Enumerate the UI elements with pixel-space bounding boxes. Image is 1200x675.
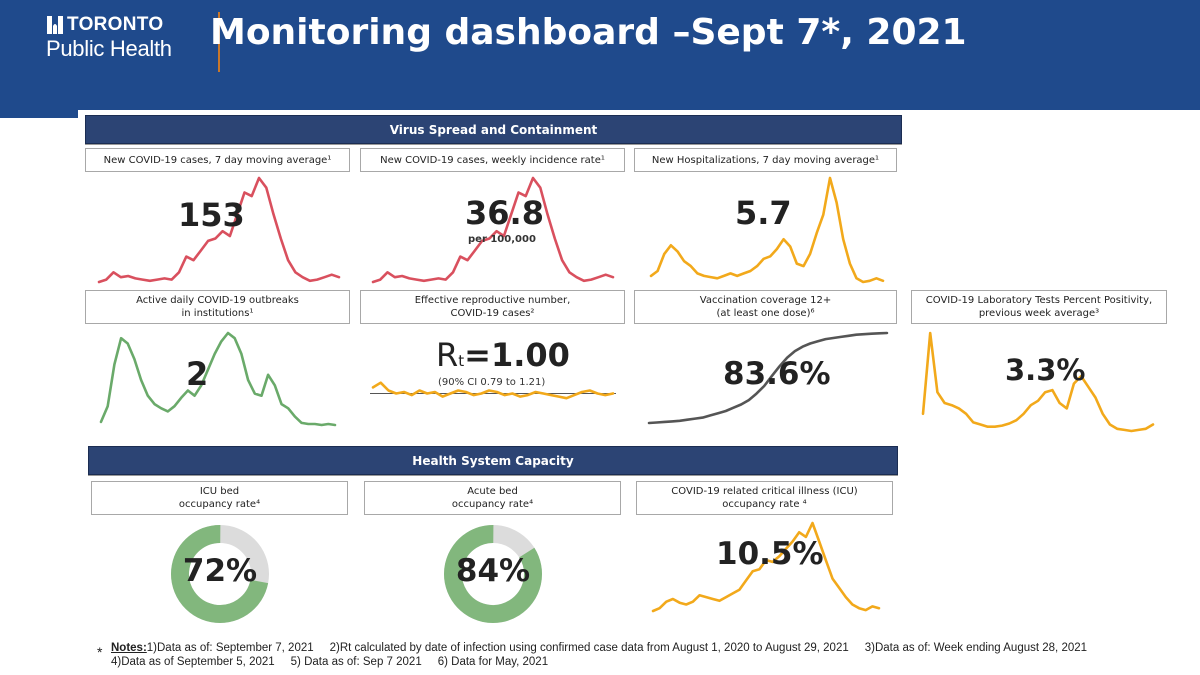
acute_occupancy-slice-occupied (444, 525, 542, 623)
section-virus-spread: Virus Spread and Containment (85, 115, 902, 144)
hospitalizations-trend-chart (649, 176, 885, 284)
positivity-value: 3.3% (1005, 353, 1086, 387)
toronto-public-health-logo: TORONTO Public Health (46, 14, 172, 62)
cases-trend-chart (97, 176, 341, 284)
rt-symbol: R (436, 336, 459, 374)
rt-trend-chart (370, 381, 616, 400)
icu-occupancy-value: 72% (182, 553, 258, 589)
rt-subscript: t (458, 352, 465, 370)
note-3: 3)Data as of: Week ending August 28, 202… (864, 642, 1088, 654)
note-5: 5) Data as of: Sep 7 2021 (290, 656, 422, 669)
vaccination-trend-chart (647, 331, 889, 425)
panel-label-acute-occupancy: Acute bed occupancy rate⁴ (364, 481, 621, 515)
incidence-value: 36.8 (465, 194, 544, 232)
rt-series-line (371, 381, 615, 400)
panel-label-vaccination: Vaccination coverage 12+ (at least one d… (634, 290, 897, 324)
acute-occupancy-value: 84% (455, 553, 531, 589)
note-2: 2)Rt calculated by date of infection usi… (329, 642, 849, 654)
city-hall-icon (47, 16, 63, 34)
outbreaks-value: 2 (186, 355, 209, 393)
critical-illness-trend-chart (651, 521, 881, 613)
logo-wordmark-toronto: TORONTO (67, 14, 164, 35)
panel-label-critical-illness: COVID-19 related critical illness (ICU) … (636, 481, 893, 515)
rt-number: =1.00 (464, 336, 570, 374)
cases-series-line (97, 176, 341, 284)
acute-occupancy-donut (444, 525, 542, 623)
page-title: Monitoring dashboard –Sept 7*, 2021 (210, 12, 967, 53)
hosp-series-line (649, 176, 885, 284)
incidence-series-line (371, 176, 615, 284)
outbreaks-trend-chart (99, 331, 337, 427)
header-banner: TORONTO Public Health Monitoring dashboa… (0, 0, 1200, 118)
rt-value: Rt=1.00 (436, 336, 570, 374)
panel-label-hospitalizations: New Hospitalizations, 7 day moving avera… (634, 148, 897, 172)
incidence-unit: per 100,000 (468, 234, 536, 245)
incidence-trend-chart (371, 176, 615, 284)
footnotes: * Notes:1)Data as of: September 7, 2021 2… (97, 641, 1191, 670)
hospitalizations-value: 5.7 (735, 194, 792, 232)
positivity-trend-chart (921, 331, 1155, 433)
logo-wordmark-public-health: Public Health (46, 36, 172, 61)
notes-label: Notes: (111, 642, 147, 654)
note-6: 6) Data for May, 2021 (437, 656, 549, 669)
icu-occupancy-donut (171, 525, 269, 623)
section-health-system-capacity: Health System Capacity (88, 446, 898, 475)
header-divider (218, 12, 220, 72)
critical-series-line (651, 521, 881, 613)
note-4: 4)Data as of September 5, 2021 (111, 656, 275, 669)
panel-label-icu-occupancy: ICU bed occupancy rate⁴ (91, 481, 348, 515)
rt-confidence-interval: (90% CI 0.79 to 1.21) (438, 377, 546, 388)
panel-label-rt: Effective reproductive number, COVID-19 … (360, 290, 625, 324)
cases-value: 153 (178, 196, 245, 234)
outbreaks-series-line (99, 331, 337, 427)
panel-label-incidence: New COVID-19 cases, weekly incidence rat… (360, 148, 625, 172)
footnote-asterisk: * (97, 644, 103, 660)
panel-label-cases: New COVID-19 cases, 7 day moving average… (85, 148, 350, 172)
panel-label-outbreaks: Active daily COVID-19 outbreaks in insti… (85, 290, 350, 324)
vacc-series-line (647, 331, 889, 425)
panel-label-positivity: COVID-19 Laboratory Tests Percent Positi… (911, 290, 1167, 324)
positivity-series-line (921, 331, 1155, 433)
vaccination-value: 83.6% (723, 356, 831, 392)
critical-illness-value: 10.5% (716, 536, 824, 572)
note-1: 1)Data as of: September 7, 2021 (146, 642, 314, 654)
